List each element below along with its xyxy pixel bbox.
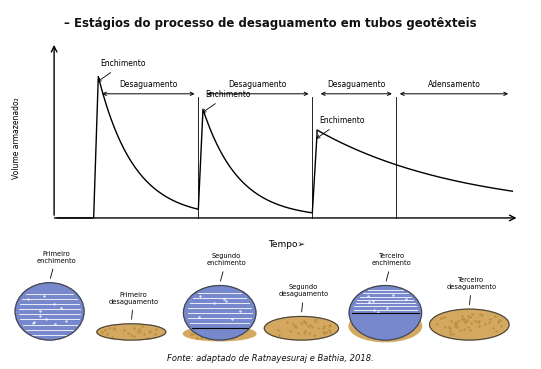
Text: Terceiro
desaguamento: Terceiro desaguamento bbox=[446, 277, 497, 305]
Text: Enchimento: Enchimento bbox=[316, 116, 365, 138]
Text: Tempo➢: Tempo➢ bbox=[268, 240, 305, 249]
Text: – Estágios do processo de desaguamento em tubos geotêxteis: – Estágios do processo de desaguamento e… bbox=[64, 17, 477, 30]
Text: Segundo
enchimento: Segundo enchimento bbox=[207, 253, 246, 281]
Ellipse shape bbox=[430, 309, 509, 340]
Text: Enchimento: Enchimento bbox=[98, 59, 146, 81]
Ellipse shape bbox=[349, 286, 421, 340]
Text: Fonte: adaptado de Ratnayesuraj e Bathia, 2018.: Fonte: adaptado de Ratnayesuraj e Bathia… bbox=[167, 355, 374, 363]
Ellipse shape bbox=[97, 324, 166, 340]
Ellipse shape bbox=[265, 317, 339, 340]
Text: Desaguamento: Desaguamento bbox=[228, 80, 287, 90]
Text: Primeiro
enchimento: Primeiro enchimento bbox=[36, 251, 76, 278]
Text: Desaguamento: Desaguamento bbox=[119, 80, 177, 90]
Text: Adensamento: Adensamento bbox=[427, 80, 480, 90]
Text: Segundo
desaguamento: Segundo desaguamento bbox=[279, 284, 329, 312]
Ellipse shape bbox=[183, 286, 256, 340]
Text: Enchimento: Enchimento bbox=[203, 90, 251, 113]
Text: Terceiro
enchimento: Terceiro enchimento bbox=[372, 253, 412, 281]
Ellipse shape bbox=[15, 283, 84, 340]
Text: Primeiro
desaguamento: Primeiro desaguamento bbox=[109, 292, 159, 319]
Ellipse shape bbox=[183, 327, 256, 341]
Text: Volume armazenado₂: Volume armazenado₂ bbox=[12, 97, 22, 179]
Ellipse shape bbox=[349, 310, 421, 342]
Text: Desaguamento: Desaguamento bbox=[327, 80, 386, 90]
